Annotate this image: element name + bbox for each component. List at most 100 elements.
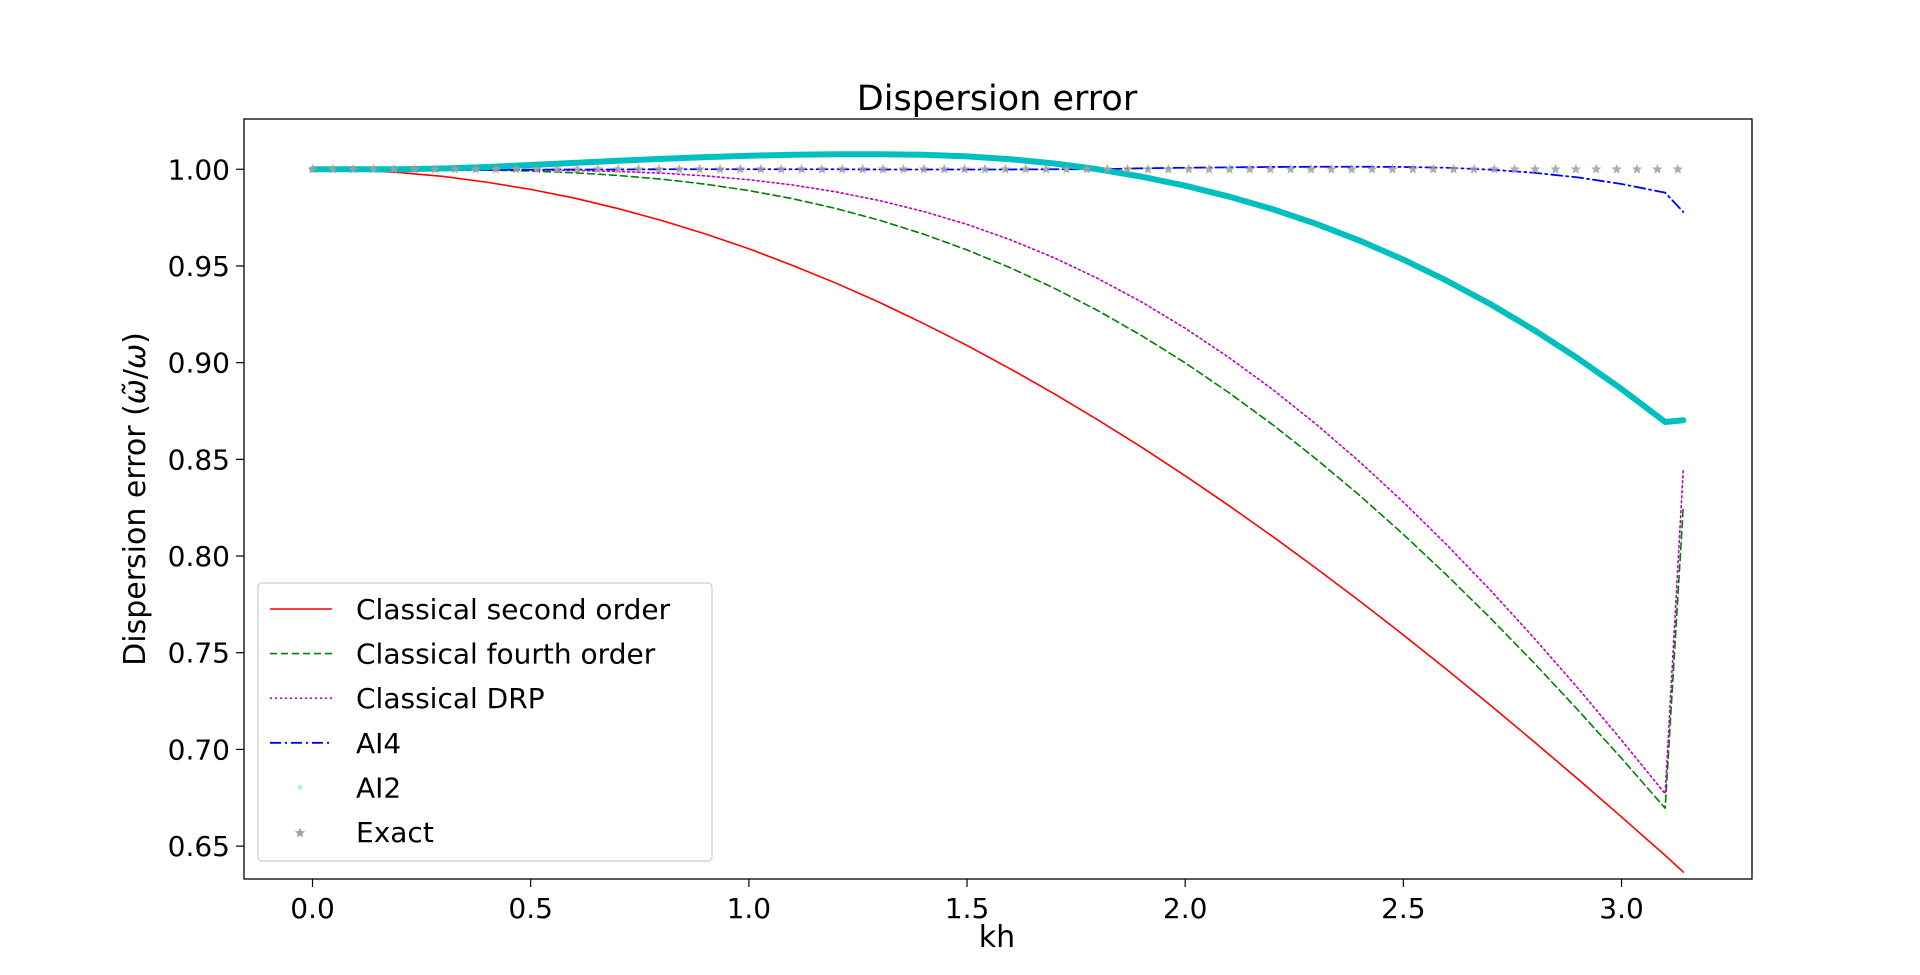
exact-point-marker: [837, 163, 848, 174]
exact-point-marker: [592, 163, 603, 174]
x-axis: 0.0 0.5 1.0 1.5 2.0 2.5 3.0: [290, 879, 1644, 925]
exact-point-marker: [674, 163, 685, 174]
y-axis: 0.65 0.70 0.75 0.80 0.85 0.90 0.95 1.00: [168, 153, 244, 863]
exact-point-marker: [450, 163, 461, 174]
plot-area: [307, 151, 1687, 873]
exact-point-marker: [816, 163, 828, 174]
chart-title: Dispersion error: [857, 79, 1138, 119]
exact-point-marker: [877, 163, 889, 174]
exact-point-marker: [1000, 163, 1011, 174]
exact-point-marker: [1326, 163, 1337, 174]
legend-label: AI4: [356, 727, 401, 760]
y-tick-label: 0.90: [168, 347, 230, 380]
series-line-classical-fourth-order: [311, 168, 1685, 810]
exact-point-marker: [1591, 163, 1602, 174]
exact-point-marker: [796, 163, 807, 174]
exact-point-marker: [572, 163, 583, 174]
exact-point-marker: [694, 163, 705, 174]
exact-point-marker: [1448, 163, 1459, 174]
exact-point-marker: [1285, 163, 1296, 174]
exact-point-marker: [429, 163, 440, 174]
y-tick-label: 1.00: [168, 153, 230, 186]
exact-point-marker: [959, 163, 970, 174]
exact-point-marker: [755, 163, 766, 174]
exact-point-marker: [1142, 163, 1154, 174]
exact-point-marker: [1428, 163, 1439, 174]
x-tick-label: 2.5: [1381, 892, 1426, 925]
legend-item: Exact: [294, 816, 434, 849]
exact-point-marker: [531, 163, 542, 174]
exact-point-marker: [1061, 163, 1072, 174]
exact-point-marker: [714, 163, 726, 174]
exact-point-marker: [939, 163, 950, 174]
exact-point-marker: [1550, 163, 1561, 174]
exact-point-marker: [1224, 163, 1235, 174]
y-tick-label: 0.95: [168, 250, 230, 283]
x-tick-label: 3.0: [1599, 892, 1644, 925]
exact-point-marker: [1631, 163, 1643, 174]
series-exact: [307, 163, 1683, 174]
exact-point-marker: [1407, 163, 1418, 174]
x-tick-label: 1.0: [727, 892, 772, 925]
exact-point-marker: [511, 163, 522, 174]
x-tick-label: 0.5: [508, 892, 553, 925]
exact-point-marker: [857, 163, 868, 174]
exact-point-marker: [1163, 163, 1174, 174]
exact-point-marker: [1672, 163, 1683, 174]
exact-point-marker: [1020, 163, 1031, 174]
exact-point-marker: [1346, 163, 1357, 174]
x-axis-title: kh: [979, 920, 1015, 955]
exact-point-marker: [1203, 163, 1215, 174]
legend-item: Classical second order: [270, 593, 671, 626]
x-tick-label: 2.0: [1163, 892, 1208, 925]
exact-point-marker: [1040, 163, 1052, 174]
exact-point-marker: [1387, 163, 1398, 174]
legend-item: AI4: [270, 727, 401, 760]
exact-point-marker: [1244, 163, 1255, 174]
exact-point-marker: [1122, 163, 1133, 174]
series-line-ai4: [311, 165, 1685, 213]
exact-point-marker: [633, 163, 644, 174]
y-axis-title: Dispersion error (ω̃/ω): [118, 332, 153, 666]
legend-item: AI2: [297, 771, 401, 804]
legend-box: [257, 582, 713, 862]
exact-point-marker: [307, 163, 318, 174]
exact-point-marker: [1530, 163, 1541, 174]
exact-point-marker: [898, 163, 909, 174]
plot-frame: [243, 118, 1753, 880]
exact-point-marker: [1652, 163, 1663, 174]
legend-label: Exact: [356, 816, 434, 849]
legend-label: Classical fourth order: [356, 638, 656, 671]
exact-point-marker: [470, 163, 481, 174]
exact-point-marker: [1570, 163, 1582, 174]
exact-point-marker: [388, 163, 400, 174]
exact-point-marker: [327, 163, 339, 174]
y-tick-label: 0.75: [168, 637, 230, 670]
exact-point-marker: [1305, 163, 1317, 174]
exact-point-marker: [1265, 163, 1276, 174]
exact-point-marker: [1367, 163, 1378, 174]
exact-point-marker: [1489, 163, 1500, 174]
exact-point-marker: [551, 163, 563, 174]
series-line-ai2: [309, 151, 1687, 426]
exact-point-marker: [348, 163, 359, 174]
y-tick-label: 0.65: [168, 830, 230, 863]
legend-star-icon: [294, 827, 306, 838]
x-tick-label: 0.0: [290, 892, 335, 925]
exact-point-marker: [368, 163, 379, 174]
legend-item: Classical DRP: [270, 682, 545, 715]
exact-point-marker: [653, 163, 665, 174]
legend-label: Classical second order: [356, 593, 671, 626]
x-tick-label: 1.5: [945, 892, 990, 925]
exact-point-marker: [1468, 163, 1480, 174]
exact-point-marker: [735, 163, 746, 174]
y-tick-label: 0.80: [168, 540, 230, 573]
exact-point-marker: [1081, 163, 1092, 174]
exact-point-marker: [1611, 163, 1622, 174]
legend-item: Classical fourth order: [270, 638, 656, 671]
exact-point-marker: [409, 163, 420, 174]
legend-label: AI2: [356, 771, 401, 804]
exact-point-marker: [776, 163, 787, 174]
exact-point-marker: [613, 163, 624, 174]
